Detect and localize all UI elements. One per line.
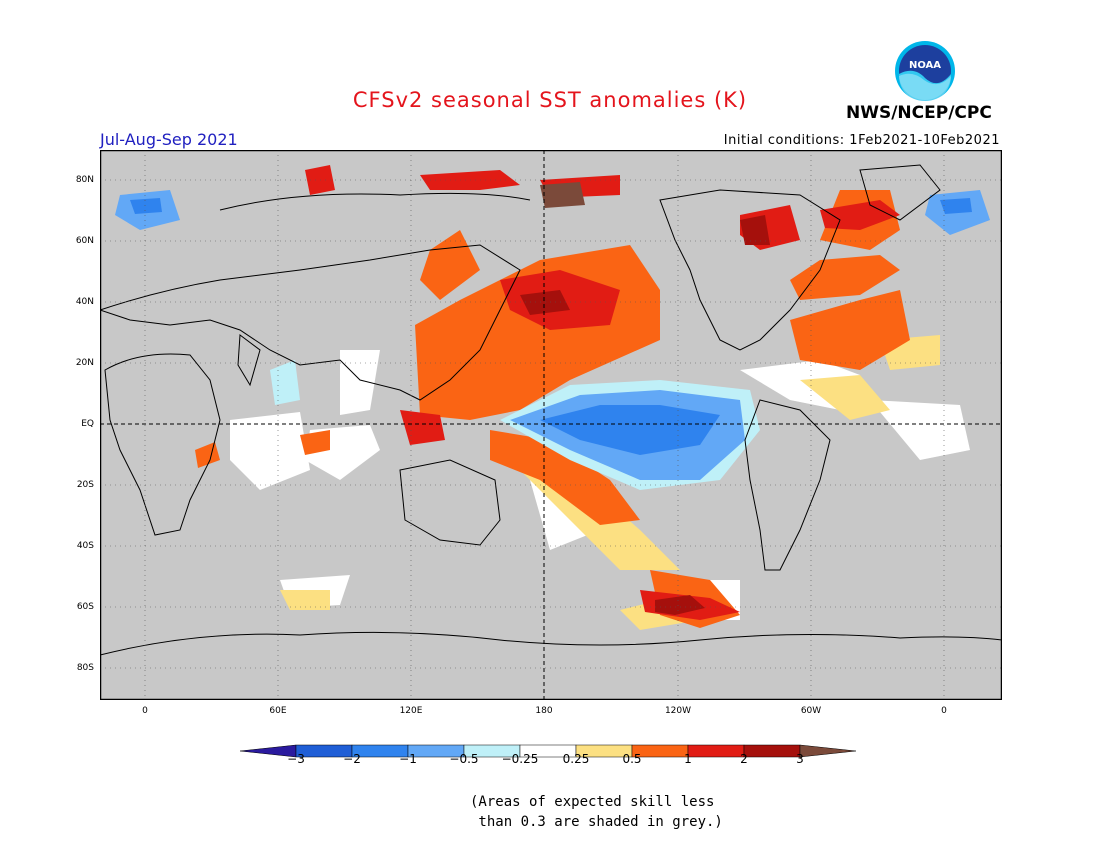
skill-note-line-1: (Areas of expected skill less	[470, 794, 715, 810]
noaa-logo-text: NOAA	[909, 60, 941, 71]
coast-south-america	[744, 399, 831, 571]
coastlines	[100, 164, 1002, 656]
noaa-logo-icon: NOAA	[895, 41, 955, 102]
map-frame	[100, 150, 1002, 700]
lon-label-0-right: 0	[941, 706, 947, 716]
colorbar-tick-label: −2	[343, 752, 361, 766]
coast-arctic	[219, 192, 531, 211]
colorbar-tick-label: 0.5	[622, 752, 642, 766]
coast-greenland	[859, 164, 941, 221]
lat-label-80s: 80S	[76, 663, 94, 673]
colorbar-tick-label: −3	[287, 752, 305, 766]
chart-title: CFSv2 seasonal SST anomalies (K)	[352, 88, 748, 112]
lat-label-40n: 40N	[75, 297, 94, 307]
lon-label-120e: 120E	[399, 706, 423, 716]
lon-label-180: 180	[535, 706, 553, 716]
lon-label-60w: 60W	[800, 706, 822, 716]
lon-label-60e: 60E	[269, 706, 287, 716]
anomaly-above-3	[540, 182, 585, 208]
coast-eurasia	[100, 244, 521, 401]
colorbar-tick-label: 3	[796, 752, 804, 766]
colorbar-tick-label: 2	[740, 752, 748, 766]
coast-australia	[399, 459, 501, 546]
lat-label-eq: EQ	[81, 419, 94, 429]
colorbar	[240, 744, 857, 758]
lon-label-0-left: 0	[142, 706, 148, 716]
agency-label: NWS/NCEP/CPC	[846, 103, 992, 123]
colorbar-arrow-high	[799, 744, 857, 758]
equator-dateline	[100, 150, 1002, 700]
coast-africa	[104, 353, 221, 536]
skill-note: (Areas of expected skill less than 0.3 a…	[470, 792, 730, 832]
colorbar-tick-label: −1	[399, 752, 417, 766]
lat-label-60s: 60S	[76, 602, 94, 612]
coast-antarctica	[100, 631, 1002, 656]
colorbar-tick-label: −0.25	[501, 752, 539, 766]
initial-conditions: Initial conditions: 1Feb2021-10Feb2021	[723, 133, 1000, 148]
colorbar-tick-label: 0.25	[562, 752, 590, 766]
sst-anomaly-map	[100, 150, 1002, 700]
colorbar-tick-label: −0.5	[449, 752, 479, 766]
season-label: Jul-Aug-Sep 2021	[100, 130, 238, 149]
lon-label-120w: 120W	[664, 706, 692, 716]
lat-label-40s: 40S	[76, 541, 94, 551]
coast-india	[237, 334, 261, 387]
lat-label-80n: 80N	[75, 175, 94, 185]
coast-north-america	[659, 189, 841, 351]
lat-label-20n: 20N	[75, 358, 94, 368]
grid-lines	[100, 150, 1002, 700]
skill-note-line-2: than 0.3 are shaded in grey.)	[470, 814, 723, 830]
anomaly-neg2-neg1	[130, 198, 972, 455]
lat-label-20s: 20S	[76, 480, 94, 490]
colorbar-tick-label: 1	[684, 752, 692, 766]
lat-label-60n: 60N	[75, 236, 94, 246]
anomaly-2-3	[520, 215, 770, 615]
